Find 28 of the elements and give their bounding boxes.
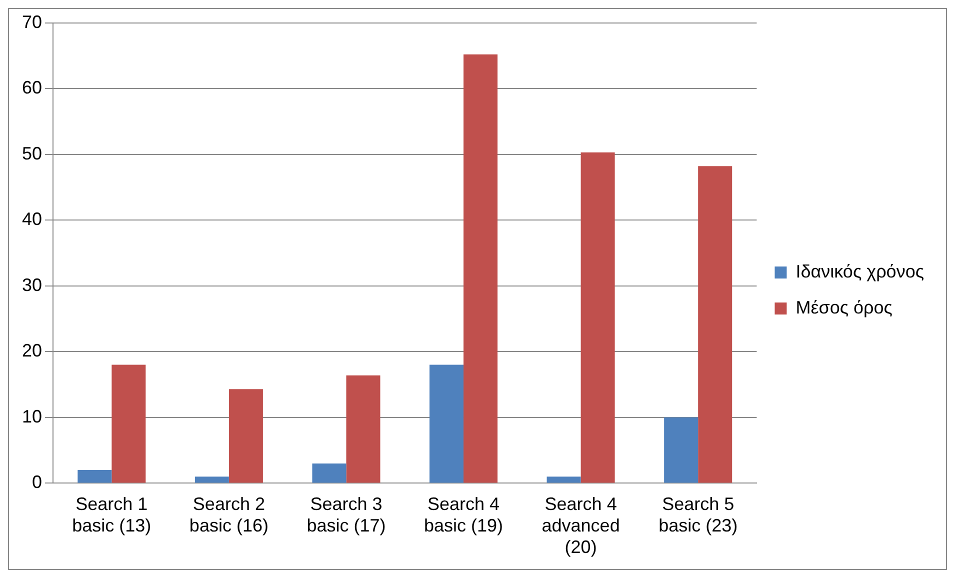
x-tick-label: Search 3 basic (17) <box>306 494 386 536</box>
bar <box>78 470 112 483</box>
bar <box>664 417 698 483</box>
x-tick-label: Search 1 basic (13) <box>72 494 152 536</box>
bar <box>228 389 263 483</box>
x-tick-label: Search 4 advanced (20) <box>542 494 620 558</box>
bar <box>464 54 498 483</box>
legend-label: Ιδανικός χρόνος <box>796 261 924 282</box>
y-tick-label: 50 <box>22 143 42 164</box>
bar <box>194 476 229 483</box>
bar <box>112 364 146 483</box>
y-tick-label: 10 <box>22 406 42 426</box>
legend-label: Μέσος όρος <box>796 297 893 318</box>
bar <box>430 364 464 483</box>
y-tick-label: 0 <box>32 472 42 492</box>
bar <box>346 375 380 483</box>
bar <box>312 463 346 483</box>
y-tick-label: 30 <box>22 274 42 295</box>
y-tick-label: 60 <box>22 78 42 98</box>
y-tick-label: 70 <box>22 12 42 32</box>
x-tick-label: Search 4 basic (19) <box>424 494 504 536</box>
x-tick-label: Search 5 basic (23) <box>658 494 738 536</box>
bar <box>580 152 615 483</box>
y-tick-label: 20 <box>22 340 42 361</box>
bar <box>698 166 732 483</box>
x-tick-label: Search 2 basic (16) <box>189 494 268 536</box>
y-tick-label: 40 <box>22 209 42 230</box>
bar <box>546 476 581 483</box>
